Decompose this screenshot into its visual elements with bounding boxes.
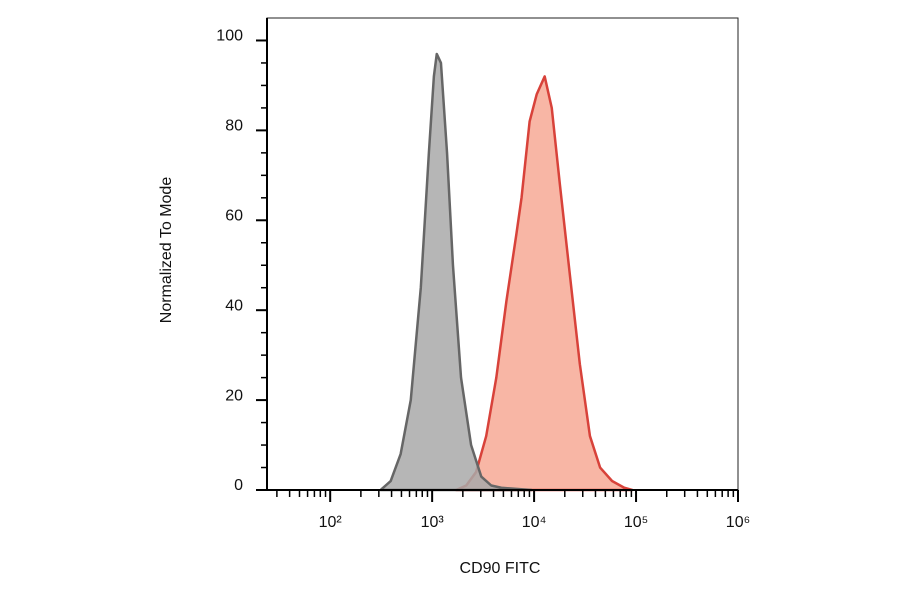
y-tick-label: 20 bbox=[225, 387, 243, 404]
y-tick-label: 40 bbox=[225, 297, 243, 314]
histogram-curve bbox=[454, 75, 634, 492]
y-axis-label: Normalized To Mode bbox=[158, 177, 175, 324]
x-axis-label: CD90 FITC bbox=[460, 560, 541, 577]
x-tick-label: 10² bbox=[319, 514, 343, 531]
histogram-curve bbox=[379, 52, 533, 492]
y-tick-label: 100 bbox=[216, 28, 243, 45]
y-tick-label: 60 bbox=[225, 208, 243, 225]
y-tick-label: 80 bbox=[225, 118, 243, 135]
x-tick-label: 10⁵ bbox=[624, 514, 648, 531]
x-tick-label: 10⁴ bbox=[522, 514, 547, 531]
x-tick-label: 10⁶ bbox=[726, 514, 750, 531]
y-tick-label: 0 bbox=[234, 477, 243, 494]
x-tick-label: 10³ bbox=[421, 514, 445, 531]
